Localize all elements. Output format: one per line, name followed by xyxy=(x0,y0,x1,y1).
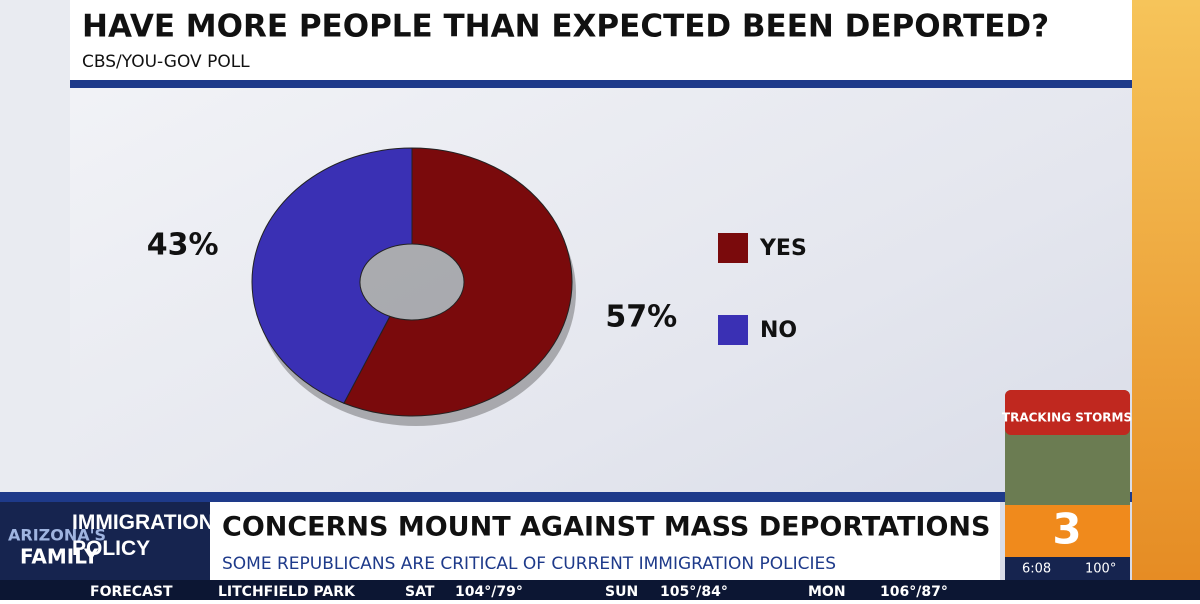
subhead: SOME REPUBLICANS ARE CRITICAL OF CURRENT… xyxy=(222,554,836,574)
clock-box xyxy=(1005,557,1130,580)
pie-chart: 57% 43% YES NO xyxy=(147,147,807,426)
temperature: 100° xyxy=(1085,562,1116,577)
ticker-item: SAT xyxy=(405,584,435,600)
title-bar xyxy=(70,0,1132,80)
ticker-item: MON xyxy=(808,584,846,600)
legend-label: YES xyxy=(759,236,807,261)
value-label: 43% xyxy=(147,228,219,263)
section-box xyxy=(0,502,210,580)
value-label: 57% xyxy=(605,299,677,334)
ticker-item: 105°/84° xyxy=(660,584,728,600)
ticker-item: SUN xyxy=(605,584,638,600)
promo-header xyxy=(1005,390,1130,435)
channel-number: 3 xyxy=(1052,505,1081,554)
lower-third-rule xyxy=(0,492,1132,502)
title-rule xyxy=(70,80,1132,88)
channel-box xyxy=(1005,505,1130,557)
section-wrap: IMMIGRATION POLICY xyxy=(72,511,210,560)
clock: 6:08 xyxy=(1022,562,1051,577)
section-label: IMMIGRATION POLICY xyxy=(72,511,210,560)
headline: CONCERNS MOUNT AGAINST MASS DEPORTATIONS xyxy=(222,512,990,543)
legend-swatch xyxy=(718,315,748,345)
ticker-item: FORECAST xyxy=(90,584,173,600)
chart-title: HAVE MORE PEOPLE THAN EXPECTED BEEN DEPO… xyxy=(82,9,1049,45)
ticker-item: LITCHFIELD PARK xyxy=(218,584,356,600)
legend-label: NO xyxy=(760,318,797,343)
pie-slice xyxy=(343,147,573,417)
legend-swatch xyxy=(718,233,748,263)
ticker: FORECAST LITCHFIELD PARK SAT 104°/79° SUN 105… xyxy=(90,584,948,600)
ticker-item: 106°/87° xyxy=(880,584,948,600)
promo-text: TRACKING STORMS xyxy=(1002,411,1132,425)
side-panel xyxy=(1132,0,1200,600)
logo-text: ARIZONA'S xyxy=(8,526,106,545)
chart-subtitle: CBS/YOU-GOV POLL xyxy=(82,52,250,72)
pie-slice xyxy=(251,147,413,404)
headline-box xyxy=(210,502,1000,580)
ticker-item: 104°/79° xyxy=(455,584,523,600)
ticker-bar xyxy=(0,580,1200,600)
logo-text: FAMILY xyxy=(20,545,99,569)
